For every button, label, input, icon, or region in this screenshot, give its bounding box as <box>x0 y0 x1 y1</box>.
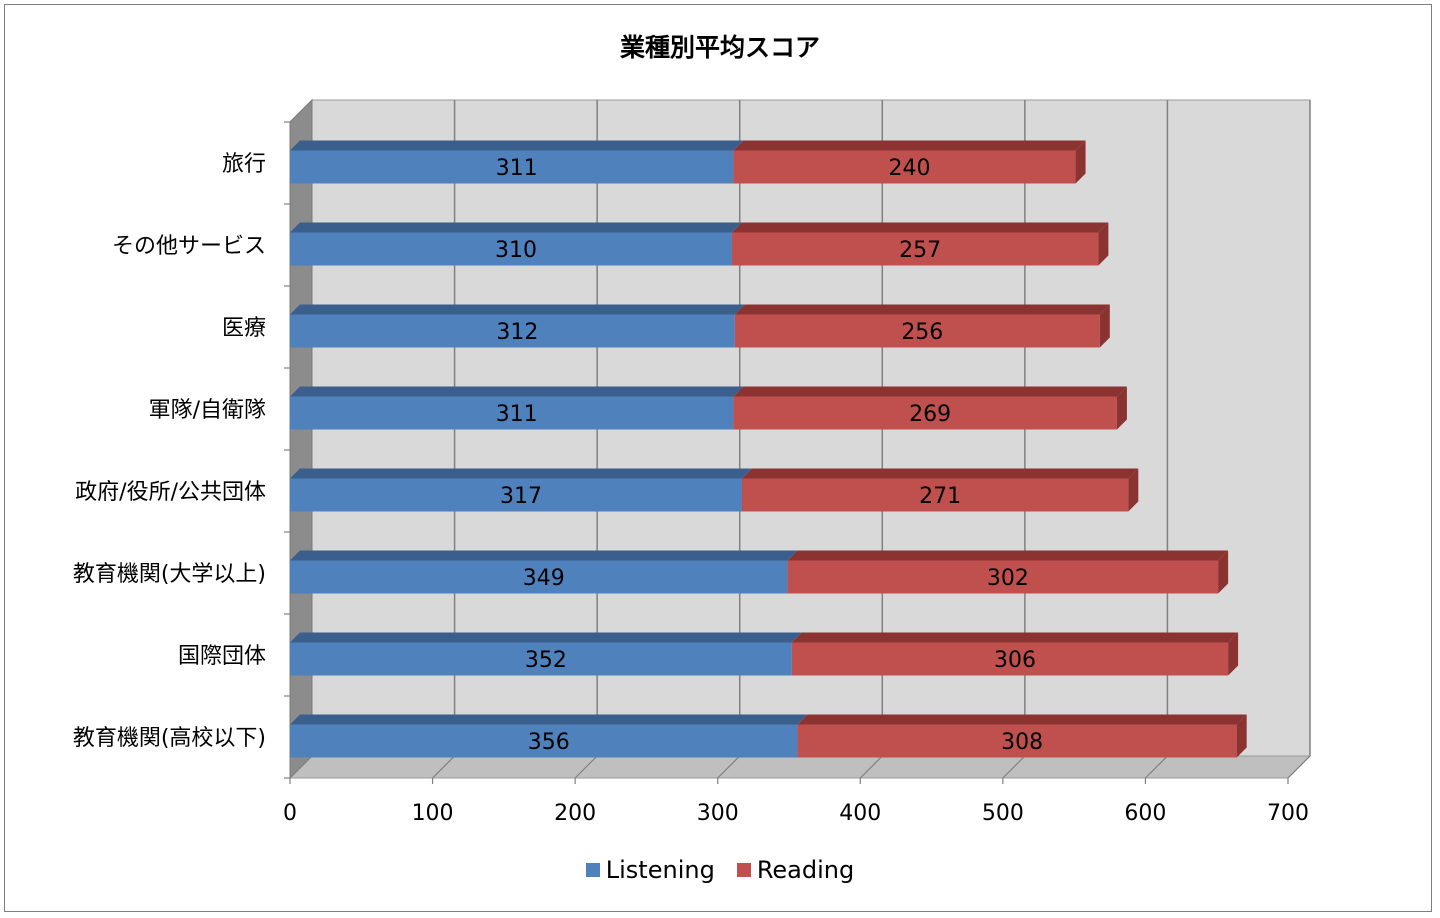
bar-top-reading <box>791 632 1239 643</box>
bar-end-reading <box>1236 714 1247 758</box>
data-label: 310 <box>495 238 537 263</box>
floor-gridline <box>717 755 741 779</box>
x-tick-label: 700 <box>1267 801 1309 826</box>
bar-reading <box>733 150 1076 184</box>
bar-reading <box>741 478 1129 512</box>
data-label: 356 <box>528 730 570 755</box>
category-label: 教育機関(高校以下) <box>73 726 266 751</box>
bar-reading <box>787 560 1219 594</box>
bar-reading <box>734 314 1100 348</box>
bar-reading <box>797 724 1237 758</box>
side-wall <box>289 98 313 780</box>
bar-top-reading <box>731 222 1109 233</box>
bar-top-reading <box>734 304 1110 315</box>
data-label: 349 <box>523 566 565 591</box>
floor-gridline <box>289 755 313 779</box>
legend-swatch-listening <box>585 863 600 877</box>
legend-swatch-reading <box>736 863 751 877</box>
bar-top-listening <box>290 714 808 725</box>
data-label: 302 <box>987 566 1029 591</box>
data-label: 256 <box>901 320 943 345</box>
data-label: 317 <box>500 484 542 509</box>
data-label: 257 <box>899 238 941 263</box>
data-label: 308 <box>1001 730 1043 755</box>
x-tick-label: 500 <box>982 801 1024 826</box>
bar-listening <box>290 478 742 512</box>
bar-end-reading <box>1075 140 1086 184</box>
bar-listening <box>290 232 732 266</box>
bar-reading <box>733 396 1117 430</box>
x-tick-label: 100 <box>412 801 454 826</box>
data-label: 271 <box>919 484 961 509</box>
bar-top-reading <box>733 140 1086 151</box>
legend: Listening Reading <box>0 856 1440 884</box>
floor-gridline <box>432 755 455 779</box>
bar-listening <box>290 724 798 758</box>
data-label: 352 <box>525 648 567 673</box>
data-label: 240 <box>888 156 930 181</box>
bar-end-reading <box>1116 386 1127 430</box>
bars <box>290 140 1247 758</box>
legend-item-reading: Reading <box>736 856 855 884</box>
legend-label-listening: Listening <box>605 856 715 884</box>
bar-top-reading <box>797 714 1247 725</box>
data-label: 311 <box>496 402 538 427</box>
bar-end-reading <box>1218 550 1229 594</box>
category-label: 政府/役所/公共団体 <box>75 480 266 505</box>
x-tick-label: 600 <box>1124 801 1166 826</box>
bar-listening <box>290 642 792 676</box>
bar-end-reading <box>1128 468 1139 512</box>
bar-top-listening <box>290 550 798 561</box>
bar-top-reading <box>787 550 1229 561</box>
bar-end-reading <box>1228 632 1239 676</box>
bar-top-listening <box>290 140 744 151</box>
bar-listening <box>290 396 734 430</box>
data-label: 311 <box>496 156 538 181</box>
chart-title: 業種別平均スコア <box>619 33 820 62</box>
bar-top-listening <box>290 304 745 315</box>
x-tick-label: 300 <box>697 801 739 826</box>
legend-item-listening: Listening <box>585 856 715 884</box>
floor-gridline <box>1002 755 1026 779</box>
data-label: 306 <box>994 648 1036 673</box>
category-label: その他サービス <box>112 234 266 259</box>
bar-top-reading <box>741 468 1139 479</box>
category-label: 旅行 <box>222 152 266 177</box>
category-label: 軍隊/自衛隊 <box>149 398 266 423</box>
x-tick-label: 0 <box>283 801 297 826</box>
data-label: 312 <box>496 320 538 345</box>
category-label: 国際団体 <box>178 644 266 669</box>
bar-end-reading <box>1098 222 1109 266</box>
bar-listening <box>290 150 734 184</box>
legend-label-reading: Reading <box>756 856 855 884</box>
x-tick-label: 200 <box>554 801 596 826</box>
category-label: 教育機関(大学以上) <box>73 562 266 587</box>
bar-top-listening <box>290 222 742 233</box>
bar-end-reading <box>1099 304 1110 348</box>
bar-top-listening <box>290 632 802 643</box>
data-label: 269 <box>909 402 951 427</box>
bar-listening <box>290 314 735 348</box>
labels: 0 100 200 300 400 500 600 700 311 240 旅行 310 257 その他サ… <box>73 152 1309 826</box>
floor-gridline <box>1145 755 1168 779</box>
bar-top-listening <box>290 386 744 397</box>
x-tick-label: 400 <box>839 801 881 826</box>
floor-gridline <box>859 755 883 779</box>
floor-gridline <box>574 755 598 779</box>
bar-reading <box>731 232 1099 266</box>
bar-reading <box>791 642 1229 676</box>
bar-top-reading <box>733 386 1127 397</box>
chart-walls <box>288 98 1312 780</box>
floor-gridline <box>1287 755 1311 779</box>
bar-listening <box>290 560 788 594</box>
bar-top-listening <box>290 468 752 479</box>
category-label: 医療 <box>222 316 266 341</box>
